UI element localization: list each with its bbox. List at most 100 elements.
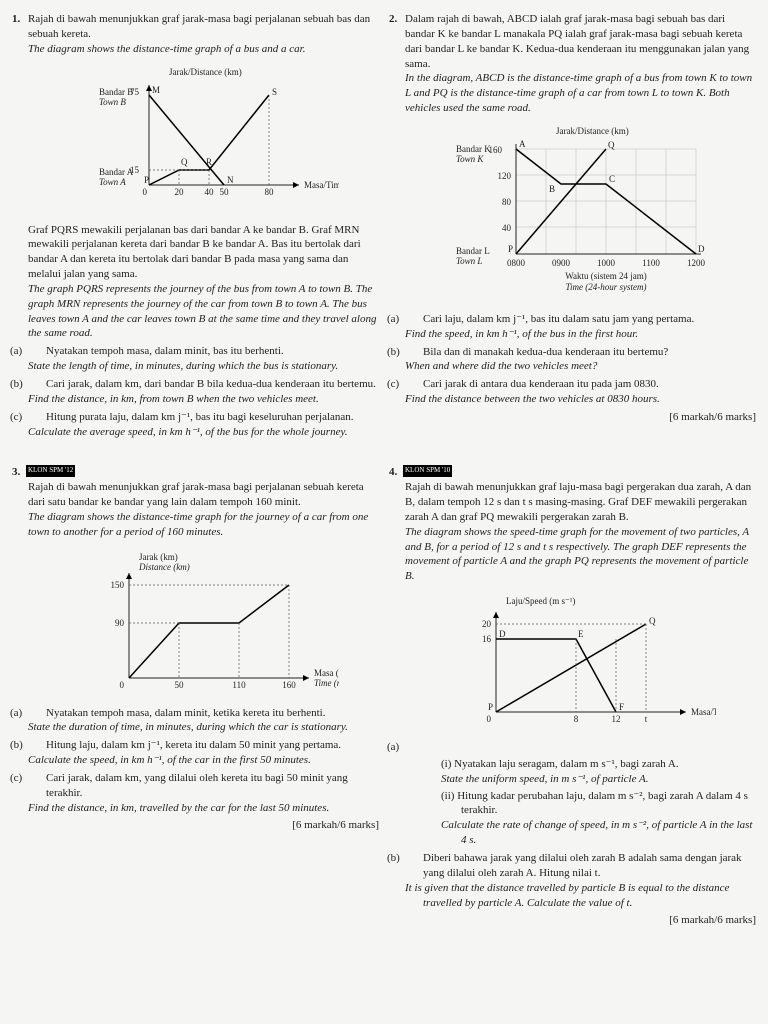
svg-text:Laju/Speed (m s⁻¹): Laju/Speed (m s⁻¹) — [506, 596, 575, 606]
svg-text:75: 75 — [130, 87, 140, 97]
svg-text:Town B: Town B — [99, 97, 126, 107]
q4-badge: KLON SPM '10 — [403, 465, 452, 476]
q4-marks: [6 markah/6 marks] — [405, 913, 756, 928]
q4-intro-ms: Rajah di bawah menunjukkan graf laju-mas… — [405, 481, 751, 523]
svg-text:S: S — [272, 87, 277, 97]
svg-text:Q: Q — [181, 157, 188, 167]
svg-text:M: M — [152, 85, 160, 95]
svg-text:Bandar L: Bandar L — [456, 246, 490, 256]
q1-a: (a)Nyatakan tempoh masa, dalam minit, ba… — [46, 344, 379, 374]
svg-text:0800: 0800 — [507, 258, 526, 268]
q2-a: (a)Cari laju, dalam km j⁻¹, bas itu dala… — [423, 312, 756, 342]
q1-intro-ms: Rajah di bawah menunjukkan graf jarak-ma… — [28, 13, 370, 40]
svg-text:160: 160 — [282, 680, 296, 690]
q2-c: (c)Cari jarak di antara dua kenderaan it… — [423, 377, 756, 407]
q3-marks: [6 markah/6 marks] — [28, 818, 379, 833]
q4-chart: Laju/Speed (m s⁻¹) 20 16 0 8 12 t Masa/T… — [446, 592, 716, 732]
question-2: 2. Dalam rajah di bawah, ABCD ialah graf… — [389, 12, 756, 439]
svg-text:0: 0 — [486, 714, 491, 724]
svg-text:50: 50 — [174, 680, 184, 690]
svg-text:1200: 1200 — [687, 258, 706, 268]
svg-text:90: 90 — [115, 618, 125, 628]
svg-text:D: D — [499, 629, 506, 639]
q4-b: (b)Diberi bahawa jarak yang dilalui oleh… — [423, 851, 756, 910]
q1-para1-en: The graph PQRS represents the journey of… — [28, 282, 379, 341]
svg-text:20: 20 — [174, 187, 184, 197]
q1-intro-en: The diagram shows the distance-time grap… — [28, 43, 305, 55]
q4-intro-en: The diagram shows the speed-time graph f… — [405, 526, 749, 583]
svg-text:Q: Q — [608, 140, 615, 150]
svg-text:Bandar K: Bandar K — [456, 144, 491, 154]
svg-text:110: 110 — [232, 680, 246, 690]
q1-c: (c)Hitung purata laju, dalam km j⁻¹, bas… — [46, 410, 379, 440]
q1-b: (b)Cari jarak, dalam km, dari bandar B b… — [46, 377, 379, 407]
svg-text:Jarak/Distance (km): Jarak/Distance (km) — [169, 67, 242, 77]
svg-text:0: 0 — [142, 187, 147, 197]
svg-text:R: R — [206, 157, 212, 167]
q3-intro-ms: Rajah di bawah menunjukkan graf jarak-ma… — [28, 481, 364, 508]
svg-text:Q: Q — [649, 616, 656, 626]
svg-text:50: 50 — [219, 187, 229, 197]
svg-text:Bandar B: Bandar B — [99, 87, 133, 97]
svg-text:N: N — [227, 175, 234, 185]
svg-text:B: B — [549, 184, 555, 194]
svg-text:0: 0 — [119, 680, 124, 690]
svg-text:120: 120 — [497, 171, 511, 181]
svg-text:E: E — [578, 629, 584, 639]
svg-text:80: 80 — [264, 187, 274, 197]
q4-number: 4. — [389, 465, 403, 480]
svg-text:Jarak/Distance (km): Jarak/Distance (km) — [556, 126, 629, 136]
svg-text:160: 160 — [488, 145, 502, 155]
svg-text:80: 80 — [502, 197, 512, 207]
question-3: 3. KLON SPM '12 Rajah di bawah menunjukk… — [12, 465, 379, 928]
q3-c: (c)Cari jarak, dalam km, yang dilalui ol… — [46, 771, 379, 816]
q3-number: 3. — [12, 465, 26, 480]
svg-text:D: D — [698, 244, 705, 254]
svg-text:C: C — [609, 174, 615, 184]
svg-text:40: 40 — [502, 223, 512, 233]
q2-chart: Jarak/Distance (km) Bandar K Town K Band… — [436, 124, 726, 304]
q3-a: (a)Nyatakan tempoh masa, dalam minit, ke… — [46, 706, 379, 736]
svg-text:Masa/Time (min): Masa/Time (min) — [304, 180, 339, 190]
svg-text:P: P — [488, 702, 493, 712]
svg-text:Masa/Time (s): Masa/Time (s) — [691, 707, 716, 717]
q2-marks: [6 markah/6 marks] — [405, 410, 756, 425]
svg-text:Town A: Town A — [99, 177, 126, 187]
svg-text:Waktu (sistem 24 jam): Waktu (sistem 24 jam) — [565, 271, 647, 281]
q3-badge: KLON SPM '12 — [26, 465, 75, 476]
svg-text:20: 20 — [482, 619, 492, 629]
q1-number: 1. — [12, 12, 26, 27]
svg-text:t: t — [644, 714, 647, 724]
q1-chart: Jarak/Distance (km) Bandar B Town B Band… — [69, 65, 339, 215]
q3-intro-en: The diagram shows the distance-time grap… — [28, 511, 368, 538]
svg-text:Time (minutes): Time (minutes) — [314, 678, 339, 688]
q1-para1: Graf PQRS mewakili perjalanan bas dari b… — [28, 223, 379, 282]
svg-text:Distance (km): Distance (km) — [138, 562, 190, 572]
q2-number: 2. — [389, 12, 403, 27]
svg-text:1000: 1000 — [597, 258, 616, 268]
svg-text:0900: 0900 — [552, 258, 571, 268]
svg-text:Jarak (km): Jarak (km) — [139, 552, 178, 562]
svg-text:Time (24-hour system): Time (24-hour system) — [565, 282, 646, 292]
question-1: 1. Rajah di bawah menunjukkan graf jarak… — [12, 12, 379, 439]
svg-text:Town L: Town L — [456, 256, 482, 266]
svg-text:12: 12 — [611, 714, 620, 724]
q2-b: (b)Bila dan di manakah kedua-dua kendera… — [423, 345, 756, 375]
svg-text:1100: 1100 — [642, 258, 660, 268]
q3-b: (b)Hitung laju, dalam km j⁻¹, kereta itu… — [46, 738, 379, 768]
svg-text:F: F — [619, 702, 624, 712]
svg-text:16: 16 — [482, 634, 492, 644]
svg-text:P: P — [144, 175, 149, 185]
svg-text:Bandar A: Bandar A — [99, 167, 134, 177]
q3-chart: Jarak (km) Distance (km) 150 90 0 50 110… — [69, 548, 339, 698]
svg-text:Masa (minit): Masa (minit) — [314, 668, 339, 678]
svg-text:40: 40 — [204, 187, 214, 197]
question-4: 4. KLON SPM '10 Rajah di bawah menunjukk… — [389, 465, 756, 928]
q4-a: (a) (i) Nyatakan laju seragam, dalam m s… — [423, 740, 756, 848]
svg-text:150: 150 — [110, 580, 124, 590]
svg-text:15: 15 — [130, 165, 140, 175]
svg-text:Town K: Town K — [456, 154, 484, 164]
q2-intro-ms: Dalam rajah di bawah, ABCD ialah graf ja… — [405, 13, 749, 70]
q2-intro-en: In the diagram, ABCD is the distance-tim… — [405, 72, 752, 114]
svg-text:A: A — [519, 139, 526, 149]
